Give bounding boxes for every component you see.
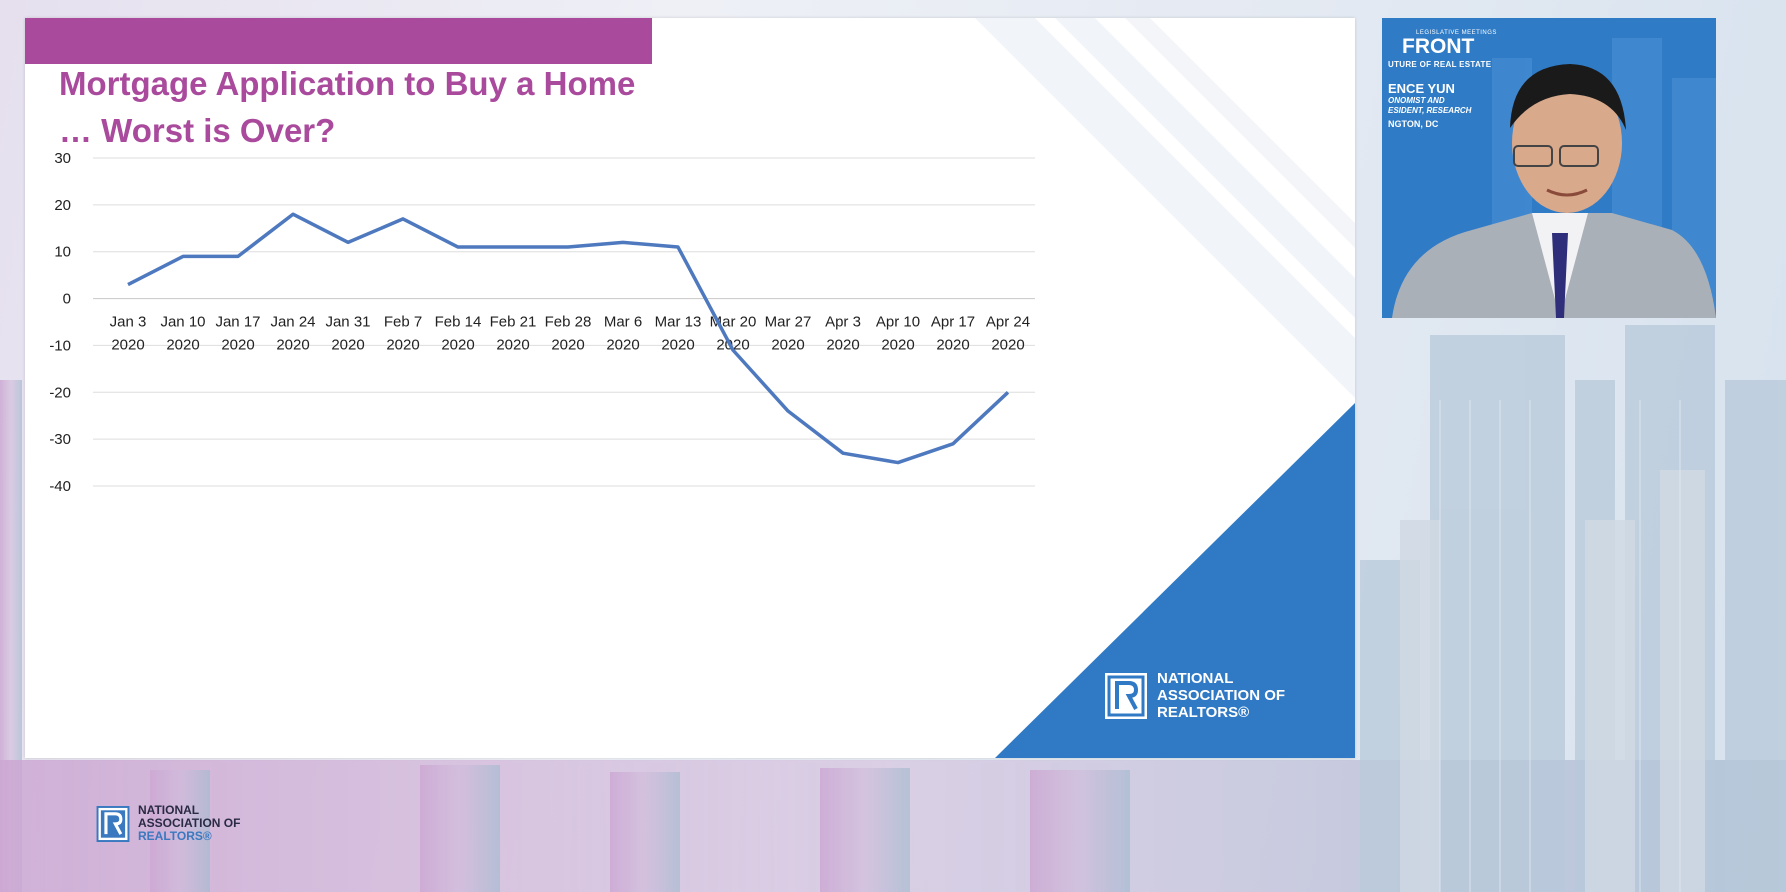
nar-page-logo: NATIONAL ASSOCIATION OF REALTORS® (96, 804, 240, 843)
y-tick-label: -10 (49, 337, 71, 354)
speaker-location: NGTON, DC (1388, 119, 1439, 129)
x-tick-label: Jan 10 2020 (160, 314, 205, 354)
x-tick-label: Feb 14 2020 (435, 314, 482, 354)
x-tick-label: Mar 6 2020 (604, 314, 642, 354)
x-tick-label: Feb 21 2020 (490, 314, 537, 354)
y-tick-label: 10 (54, 244, 71, 261)
x-tick-label: Apr 24 2020 (986, 314, 1030, 354)
event-subtitle: UTURE OF REAL ESTATE (1388, 60, 1492, 69)
presentation-slide: Mortgage Application to Buy a Home … Wor… (25, 18, 1355, 758)
event-name: FRONT (1402, 35, 1475, 58)
x-tick-label: Feb 28 2020 (545, 314, 592, 354)
y-tick-label: 30 (54, 150, 71, 167)
y-tick-label: -40 (49, 478, 71, 495)
x-tick-label: Jan 24 2020 (270, 314, 315, 354)
speaker-figure (1392, 64, 1716, 318)
chart-series (127, 212, 1010, 465)
x-tick-label: Apr 3 2020 (825, 314, 861, 354)
page-logo-line3: REALTORS® (138, 829, 212, 843)
x-tick-label: Feb 7 2020 (384, 314, 422, 354)
slide-title-line2: … Worst is Over? (59, 112, 336, 149)
x-tick-label: Apr 17 2020 (931, 314, 975, 354)
chart-gridlines (93, 157, 1035, 487)
x-tick-label: Jan 17 2020 (215, 314, 260, 354)
slide-title-line1: Mortgage Application to Buy a Home (59, 65, 636, 102)
speaker-title-line2: ESIDENT, RESEARCH (1388, 106, 1472, 115)
speaker-name: ENCE YUN (1388, 81, 1455, 96)
x-tick-label: Mar 27 2020 (765, 314, 812, 354)
logo-line2: ASSOCIATION OF (1157, 687, 1286, 704)
y-tick-label: -30 (49, 431, 71, 448)
y-tick-label: 0 (63, 291, 71, 308)
logo-line1: NATIONAL (1157, 670, 1234, 687)
page-logo-line1: NATIONAL (138, 803, 200, 817)
x-tick-label: Mar 13 2020 (655, 314, 702, 354)
slide-accent-bar (25, 18, 652, 64)
speaker-title-line1: ONOMIST AND (1388, 96, 1445, 105)
slide-blue-triangle (995, 403, 1355, 758)
nar-r-logo-icon (96, 805, 130, 842)
y-tick-label: -20 (49, 384, 71, 401)
slide-title: Mortgage Application to Buy a Home … Wor… (59, 60, 759, 154)
logo-line3: REALTORS® (1157, 704, 1250, 721)
x-tick-label: Apr 10 2020 (876, 314, 920, 354)
chart-y-ticks: 30 20 10 0 -10 -20 -30 -40 (49, 150, 71, 495)
nar-r-logo-icon (1105, 672, 1147, 719)
speaker-video[interactable]: LEGISLATIVE MEETINGS FRONT UTURE OF REAL… (1382, 18, 1716, 318)
page-logo-line2: ASSOCIATION OF (138, 816, 241, 830)
nar-logo: NATIONAL ASSOCIATION OF REALTORS® (1105, 670, 1285, 721)
x-tick-label: Jan 3 2020 (110, 314, 147, 354)
slide-decoration (975, 18, 1355, 758)
event-small-label: LEGISLATIVE MEETINGS (1416, 30, 1497, 36)
x-tick-label: Jan 31 2020 (325, 314, 370, 354)
y-tick-label: 20 (54, 197, 71, 214)
